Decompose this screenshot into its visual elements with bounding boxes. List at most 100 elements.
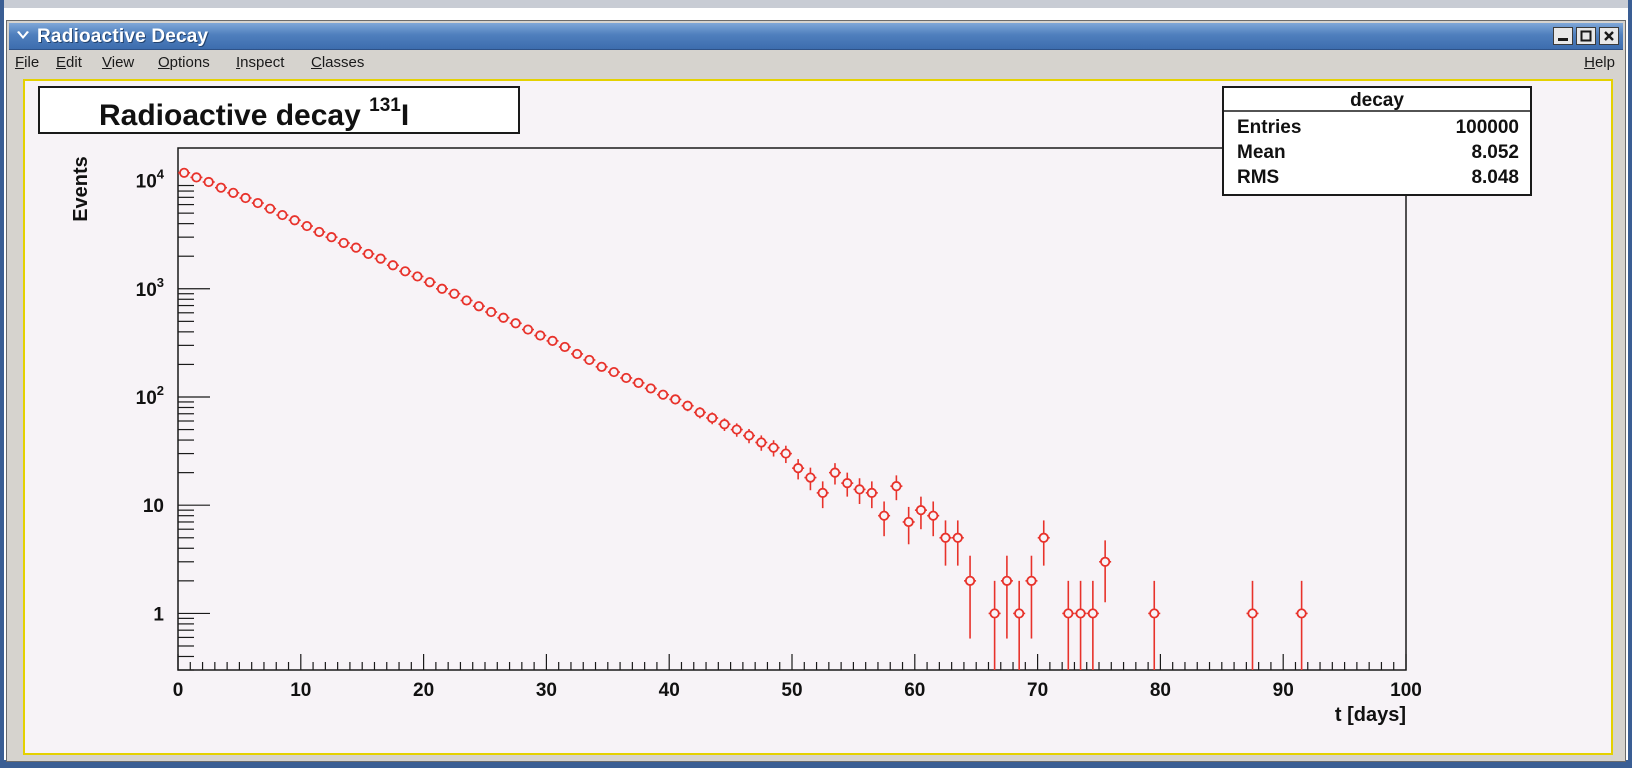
- point-marker: [866, 487, 877, 498]
- data-point: [792, 459, 805, 480]
- chart-title-text: Radioactive decay: [99, 99, 361, 132]
- title-bar[interactable]: Radioactive Decay: [9, 23, 1623, 50]
- data-point: [964, 555, 977, 639]
- point-marker: [1038, 532, 1049, 543]
- data-point: [423, 277, 436, 288]
- data-point: [890, 475, 903, 501]
- data-point: [841, 472, 854, 497]
- data-point: [534, 330, 547, 341]
- point-marker: [203, 176, 214, 188]
- menu-view[interactable]: View: [102, 54, 134, 71]
- point-marker: [363, 248, 374, 260]
- point-marker: [829, 467, 841, 478]
- data-points: [178, 167, 1308, 670]
- data-point: [595, 361, 608, 372]
- point-marker: [1247, 608, 1258, 619]
- point-marker: [326, 232, 337, 243]
- data-point: [1148, 580, 1161, 670]
- point-marker: [1075, 608, 1086, 619]
- stats-entries-label: Entries: [1237, 117, 1301, 138]
- menu-bar: File Edit View Options Inspect Classes H…: [9, 51, 1623, 77]
- data-point: [828, 463, 841, 485]
- data-point: [706, 412, 719, 425]
- data-point: [693, 407, 706, 419]
- data-point: [1037, 520, 1050, 566]
- data-point: [632, 377, 645, 388]
- point-marker: [547, 335, 558, 346]
- close-icon: [1604, 31, 1614, 41]
- data-point: [202, 176, 215, 188]
- menu-options[interactable]: Options: [158, 54, 210, 71]
- point-marker: [633, 377, 644, 388]
- menu-help-key: H: [1584, 54, 1595, 71]
- data-point: [411, 271, 424, 282]
- maximize-button[interactable]: [1576, 27, 1596, 45]
- y-axis: 1 10 102 103 104: [136, 167, 210, 671]
- plot-canvas[interactable]: Radioactive decay 131I 1 10 102 103 104 0 10 2…: [23, 79, 1613, 755]
- y-tick-label: 102: [136, 383, 164, 409]
- data-point: [190, 172, 203, 183]
- data-point: [743, 428, 756, 444]
- data-point: [718, 418, 731, 431]
- app-window: Radioactive Decay File Edit View Options…: [6, 20, 1626, 762]
- stats-box[interactable]: decay Entries 100000 Mean 8.052 RMS 8.04…: [1222, 86, 1532, 196]
- x-tick-label: 40: [659, 680, 680, 701]
- menu-help[interactable]: Help: [1584, 54, 1615, 71]
- menu-edit-rest: dit: [66, 54, 82, 71]
- menu-view-rest: iew: [111, 54, 135, 71]
- point-marker: [928, 510, 939, 521]
- point-marker: [571, 348, 583, 360]
- data-point: [558, 341, 571, 353]
- data-point: [448, 288, 461, 299]
- point-marker: [400, 266, 411, 277]
- data-point: [288, 215, 301, 226]
- stats-title: decay: [1350, 90, 1404, 111]
- point-marker: [1014, 608, 1025, 619]
- chart-title-isotope: 131: [369, 95, 401, 116]
- x-tick-label: 70: [1027, 680, 1048, 701]
- menu-inspect[interactable]: Inspect: [236, 54, 284, 71]
- data-point: [1025, 555, 1038, 639]
- decay-histogram[interactable]: Radioactive decay 131I 1 10 102 103 104 0 10 2…: [25, 81, 1611, 753]
- point-marker: [694, 407, 706, 418]
- point-marker: [522, 324, 534, 335]
- data-point: [583, 354, 596, 366]
- point-marker: [486, 306, 497, 318]
- minimize-icon: [1558, 38, 1568, 41]
- point-marker: [314, 226, 325, 238]
- data-point: [313, 226, 326, 238]
- data-point: [178, 167, 191, 178]
- menu-file[interactable]: File: [15, 54, 39, 71]
- point-marker: [473, 301, 484, 312]
- point-marker: [289, 215, 300, 226]
- point-marker: [1087, 608, 1098, 619]
- data-point: [251, 197, 264, 209]
- point-marker: [375, 253, 386, 264]
- data-point: [767, 440, 780, 457]
- point-marker: [215, 182, 227, 193]
- close-button[interactable]: [1599, 27, 1619, 45]
- point-marker: [350, 242, 362, 253]
- desktop-top-edge: [0, 0, 1632, 8]
- chevron-down-icon[interactable]: [15, 28, 31, 44]
- x-tick-label: 50: [781, 680, 802, 701]
- point-marker: [682, 400, 693, 411]
- point-marker: [621, 372, 632, 384]
- x-tick-label: 80: [1150, 680, 1171, 701]
- menu-classes[interactable]: Classes: [311, 54, 364, 71]
- data-point: [509, 318, 522, 329]
- data-point: [571, 348, 584, 360]
- minimize-button[interactable]: [1553, 27, 1573, 45]
- point-marker: [498, 312, 509, 323]
- menu-classes-rest: lasses: [321, 54, 365, 71]
- menu-edit[interactable]: Edit: [56, 54, 82, 71]
- desktop-left-edge: [0, 0, 4, 768]
- x-axis: 0 10 20 30 40 50 60 70 80 90 100: [173, 654, 1422, 701]
- point-marker: [277, 209, 288, 221]
- point-marker: [731, 424, 742, 435]
- data-point: [657, 389, 670, 400]
- point-marker: [915, 505, 927, 516]
- point-marker: [412, 271, 423, 282]
- data-point: [386, 260, 399, 271]
- menu-edit-key: E: [56, 54, 67, 71]
